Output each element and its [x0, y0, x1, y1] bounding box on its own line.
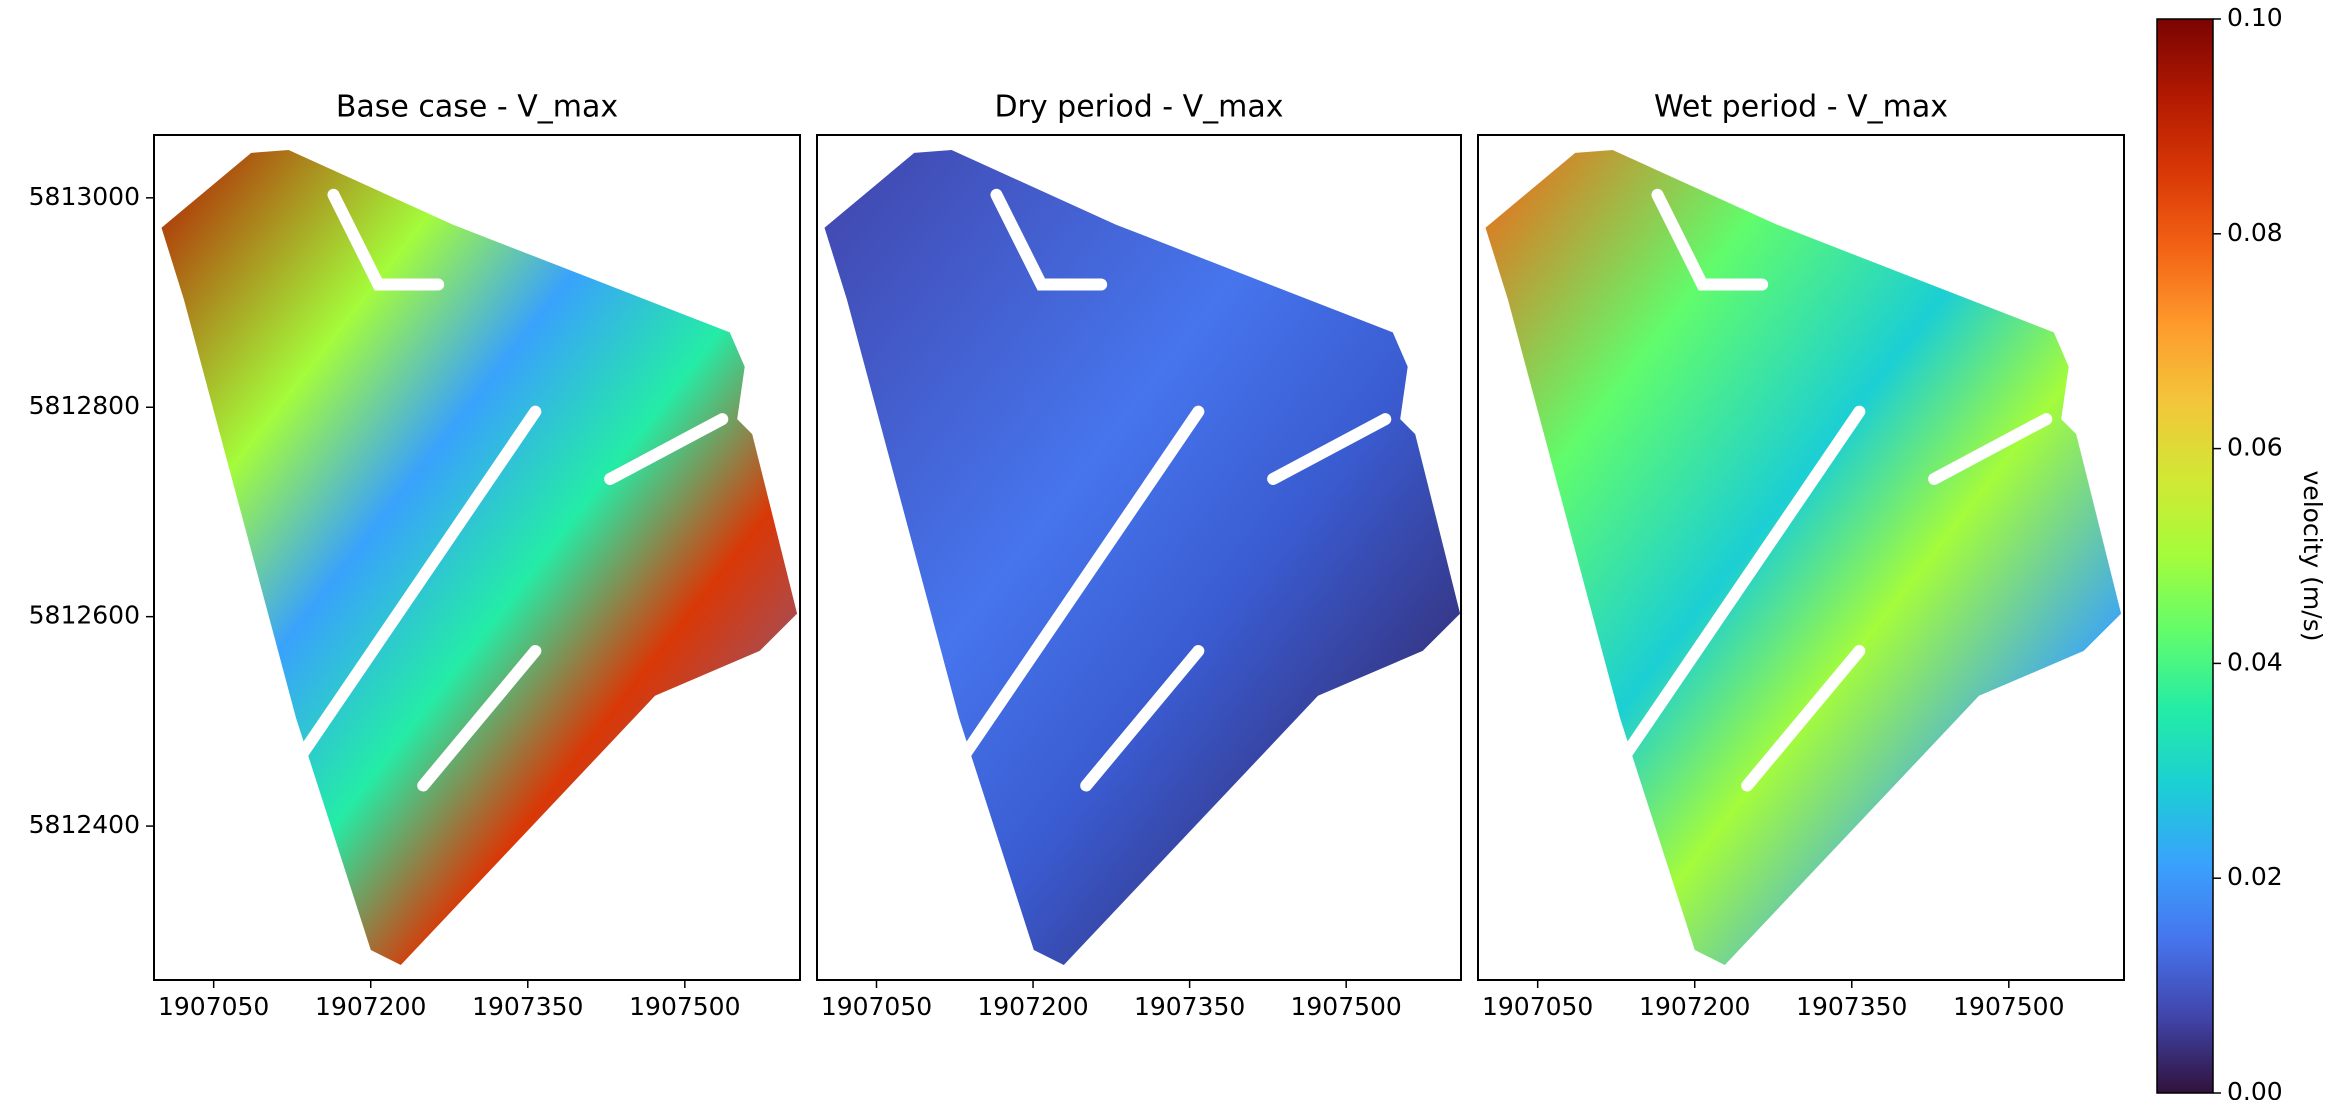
map-field — [825, 150, 1461, 965]
x-tick-label: 1907200 — [315, 992, 426, 1021]
x-tick-label: 1907500 — [629, 992, 740, 1021]
x-tick-label: 1907050 — [821, 992, 932, 1021]
colorbar-tick-label: 0.04 — [2227, 647, 2283, 676]
colorbar — [2157, 19, 2213, 1093]
colorbar-tick-label: 0.10 — [2227, 3, 2283, 32]
map-field — [162, 150, 798, 965]
x-tick-label: 1907350 — [1796, 992, 1907, 1021]
colorbar-tick-label: 0.02 — [2227, 862, 2283, 891]
x-tick-label: 1907350 — [472, 992, 583, 1021]
map-field — [1486, 150, 2122, 965]
x-tick-label: 1907500 — [1291, 992, 1402, 1021]
y-tick-label: 5812600 — [29, 601, 140, 630]
y-tick-label: 5812400 — [29, 810, 140, 839]
panel-title: Wet period - V_max — [1654, 90, 1948, 125]
x-tick-label: 1907350 — [1134, 992, 1245, 1021]
x-tick-label: 1907500 — [1953, 992, 2064, 1021]
x-tick-label: 1907050 — [1482, 992, 1593, 1021]
y-tick-label: 5813000 — [29, 182, 140, 211]
x-tick-label: 1907050 — [158, 992, 269, 1021]
panel-title: Base case - V_max — [336, 90, 618, 125]
colorbar-label: velocity (m/s) — [2298, 471, 2327, 642]
x-tick-label: 1907200 — [1639, 992, 1750, 1021]
figure: Base case - V_max 1907050 1907200 1907350 19… — [0, 0, 2333, 1100]
x-tick-label: 1907200 — [977, 992, 1088, 1021]
colorbar-tick-label: 0.00 — [2227, 1077, 2283, 1100]
colorbar-tick-label: 0.08 — [2227, 218, 2283, 247]
colorbar-tick-label: 0.06 — [2227, 433, 2283, 462]
panel-title: Dry period - V_max — [994, 90, 1283, 125]
y-tick-label: 5812800 — [29, 391, 140, 420]
